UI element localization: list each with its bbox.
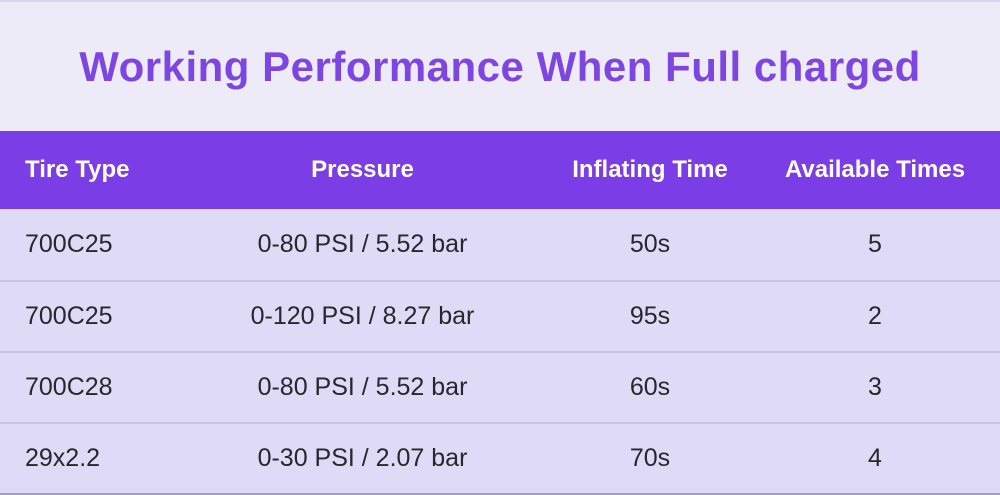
page-title: Working Performance When Full charged [79, 42, 921, 90]
table-row: 700C25 0-120 PSI / 8.27 bar 95s 2 [0, 280, 1000, 351]
cell-available-times: 4 [868, 444, 882, 472]
table-row: 700C25 0-80 PSI / 5.52 bar 50s 5 [0, 209, 1000, 280]
performance-table: Tire Type Pressure Inflating Time Availa… [0, 131, 1000, 493]
cell-pressure: 0-80 PSI / 5.52 bar [257, 373, 468, 401]
cell-pressure: 0-80 PSI / 5.52 bar [257, 230, 468, 258]
cell-tire-type: 700C25 [25, 302, 113, 330]
column-header-pressure: Pressure [311, 156, 414, 183]
cell-inflating-time: 70s [629, 444, 671, 472]
column-header-tire-type: Tire Type [25, 156, 130, 183]
table-header-row: Tire Type Pressure Inflating Time Availa… [0, 131, 1000, 209]
cell-inflating-time: 60s [629, 373, 671, 401]
cell-pressure: 0-30 PSI / 2.07 bar [257, 444, 468, 472]
cell-pressure: 0-120 PSI / 8.27 bar [250, 302, 475, 330]
table-row: 29x2.2 0-30 PSI / 2.07 bar 70s 4 [0, 422, 1000, 493]
cell-tire-type: 700C25 [25, 230, 113, 258]
cell-tire-type: 29x2.2 [25, 444, 101, 472]
cell-available-times: 5 [868, 230, 882, 258]
table-row: 700C28 0-80 PSI / 5.52 bar 60s 3 [0, 351, 1000, 422]
column-header-available-times: Available Times [784, 156, 966, 183]
title-area: Working Performance When Full charged [0, 2, 1000, 131]
cell-available-times: 3 [868, 373, 882, 401]
column-header-inflating-time: Inflating Time [572, 156, 728, 183]
cell-inflating-time: 50s [629, 230, 671, 258]
cell-tire-type: 700C28 [25, 373, 113, 401]
cell-available-times: 2 [868, 302, 882, 330]
cell-inflating-time: 95s [629, 302, 671, 330]
